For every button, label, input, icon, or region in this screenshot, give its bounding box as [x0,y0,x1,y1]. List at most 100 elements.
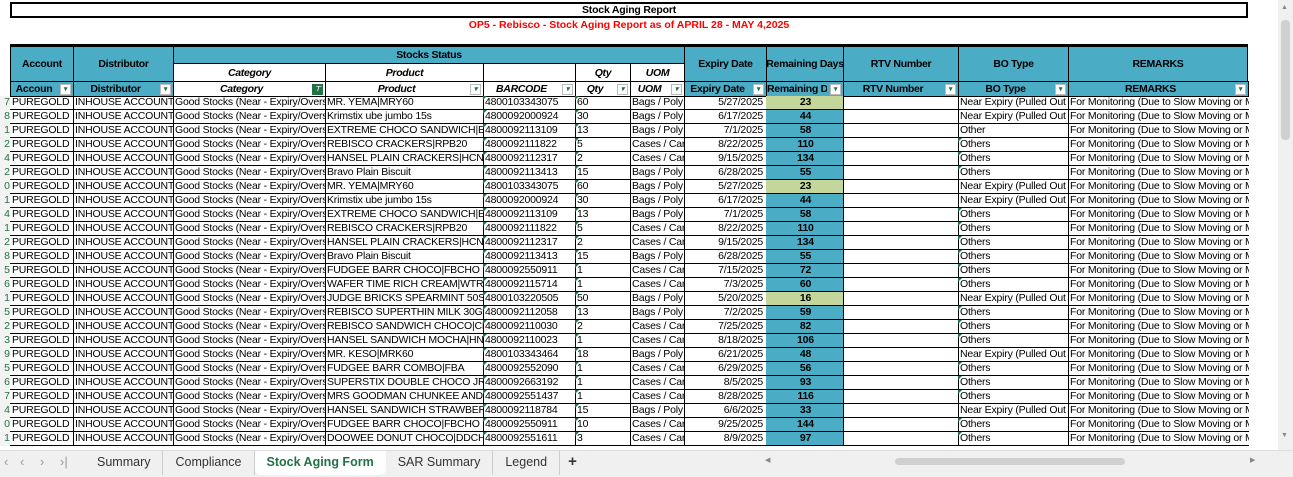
cell-rtv[interactable] [843,334,959,348]
cell-category[interactable]: Good Stocks (Near - Expiry/Overs [173,348,326,362]
filter-dropdown-icon[interactable]: ▾ [830,84,841,95]
row-number[interactable]: 6 [0,278,10,292]
cell-product[interactable]: Bravo Plain Biscuit [325,250,484,264]
cell-remarks[interactable]: For Monitoring (Due to Slow Moving or Mi… [1068,110,1249,124]
cell-product[interactable]: MR. KESO|MRK60 [325,348,484,362]
add-sheet-button[interactable]: + [568,453,577,470]
cell-days[interactable]: 59 [766,306,844,320]
cell-days[interactable]: 97 [766,432,844,446]
row-number[interactable]: 8 [0,250,10,264]
cell-product[interactable]: WAFER TIME RICH CREAM|WTRCC [325,278,484,292]
cell-account[interactable]: PUREGOLD [10,306,74,320]
cell-remarks[interactable]: For Monitoring (Due to Slow Moving or Mi… [1068,292,1249,306]
cell-bo[interactable]: Others [958,138,1069,152]
cell-qty[interactable]: 3 [575,432,631,446]
cell-expiry[interactable]: 6/17/2025 [684,194,767,208]
row-number[interactable]: 2 [0,166,10,180]
cell-uom[interactable]: Cases / Car [630,264,685,278]
cell-category[interactable]: Good Stocks (Near - Expiry/Overs [173,390,326,404]
cell-days[interactable]: 48 [766,348,844,362]
cell-expiry[interactable]: 9/15/2025 [684,236,767,250]
filter-dropdown-icon[interactable]: ▾ [470,84,481,95]
cell-distributor[interactable]: INHOUSE ACCOUNT [73,138,174,152]
cell-expiry[interactable]: 8/28/2025 [684,390,767,404]
cell-qty[interactable]: 5 [575,138,631,152]
cell-remarks[interactable]: For Monitoring (Due to Slow Moving or Mi… [1068,306,1249,320]
cell-distributor[interactable]: INHOUSE ACCOUNT [73,250,174,264]
cell-category[interactable]: Good Stocks (Near - Expiry/Overs [173,138,326,152]
cell-days[interactable]: 72 [766,264,844,278]
cell-distributor[interactable]: INHOUSE ACCOUNT [73,110,174,124]
cell-category[interactable]: Good Stocks (Near - Expiry/Overs [173,362,326,376]
cell-qty[interactable]: 30 [575,110,631,124]
cell-account[interactable]: PUREGOLD [10,222,74,236]
cell-account[interactable]: PUREGOLD [10,278,74,292]
cell-expiry[interactable]: 8/9/2025 [684,432,767,446]
cell-rtv[interactable] [843,124,959,138]
filter-dropdown-icon[interactable]: ▾ [617,84,628,95]
cell-product[interactable]: HANSEL SANDWICH STRAWBERRY| [325,404,484,418]
prev-sheet-icon[interactable]: ‹ [20,454,25,469]
cell-account[interactable]: PUREGOLD [10,418,74,432]
cell-distributor[interactable]: INHOUSE ACCOUNT [73,404,174,418]
row-number[interactable]: 1 [0,194,10,208]
cell-distributor[interactable]: INHOUSE ACCOUNT [73,236,174,250]
cell-account[interactable]: PUREGOLD [10,362,74,376]
cell-account[interactable]: PUREGOLD [10,152,74,166]
cell-remarks[interactable]: For Monitoring (Due to Slow Moving or Mi… [1068,138,1249,152]
cell-days[interactable]: 58 [766,124,844,138]
cell-days[interactable]: 16 [766,292,844,306]
cell-expiry[interactable]: 6/28/2025 [684,166,767,180]
cell-bo[interactable]: Others [958,306,1069,320]
cell-account[interactable]: PUREGOLD [10,110,74,124]
cell-uom[interactable]: Cases / Car [630,362,685,376]
cell-qty[interactable]: 18 [575,348,631,362]
sheet-tab-legend[interactable]: Legend [493,451,561,475]
filter-dropdown-icon[interactable]: ▾ [945,84,956,95]
row-number[interactable]: 6 [0,376,10,390]
cell-barcode[interactable]: 4800092113109 [483,124,576,138]
cell-remarks[interactable]: For Monitoring (Due to Slow Moving or Mi… [1068,124,1249,138]
row-number[interactable]: 1 [0,222,10,236]
cell-product[interactable]: FUDGEE BARR CHOCO|FBCHO [325,418,484,432]
cell-bo[interactable]: Others [958,166,1069,180]
sheet-tab-summary[interactable]: Summary [85,451,164,475]
cell-qty[interactable]: 30 [575,194,631,208]
cell-bo[interactable]: Others [958,236,1069,250]
cell-distributor[interactable]: INHOUSE ACCOUNT [73,320,174,334]
cell-uom[interactable]: Bags / Poly [630,208,685,222]
cell-account[interactable]: PUREGOLD [10,264,74,278]
cell-remarks[interactable]: For Monitoring (Due to Slow Moving or Mi… [1068,222,1249,236]
first-sheet-icon[interactable]: ‹ [4,454,9,469]
row-number[interactable]: 1 [0,292,10,306]
sheet-tab-compliance[interactable]: Compliance [163,451,255,475]
cell-barcode[interactable]: 4800092112317 [483,236,576,250]
cell-bo[interactable]: Others [958,376,1069,390]
cell-uom[interactable]: Cases / Car [630,320,685,334]
cell-rtv[interactable] [843,390,959,404]
filter-dropdown-icon[interactable]: ▾ [160,84,171,95]
row-number[interactable]: 1 [0,432,10,446]
cell-remarks[interactable]: For Monitoring (Due to Slow Moving or Mi… [1068,152,1249,166]
cell-qty[interactable]: 60 [575,96,631,110]
cell-remarks[interactable]: For Monitoring (Due to Slow Moving or Mi… [1068,320,1249,334]
row-number[interactable]: 0 [0,418,10,432]
cell-product[interactable]: Bravo Plain Biscuit [325,166,484,180]
filter-dropdown-icon[interactable]: ▾ [60,84,71,95]
cell-days[interactable]: 144 [766,418,844,432]
cell-bo[interactable]: Others [958,264,1069,278]
row-number[interactable]: 4 [0,404,10,418]
row-number[interactable]: 2 [0,320,10,334]
cell-barcode[interactable]: 4800092551437 [483,390,576,404]
cell-barcode[interactable]: 4800092551611 [483,432,576,446]
cell-expiry[interactable]: 9/15/2025 [684,152,767,166]
vertical-scrollbar[interactable]: ▲ ▼ [1278,0,1293,450]
cell-barcode[interactable]: 4800092663192 [483,376,576,390]
cell-product[interactable]: MRS GOODMAN CHUNKEE AND CH [325,390,484,404]
cell-product[interactable]: MR. YEMA|MRY60 [325,180,484,194]
cell-uom[interactable]: Bags / Poly [630,194,685,208]
cell-barcode[interactable]: 4800092112058 [483,306,576,320]
cell-uom[interactable]: Cases / Car [630,334,685,348]
cell-rtv[interactable] [843,166,959,180]
cell-rtv[interactable] [843,404,959,418]
